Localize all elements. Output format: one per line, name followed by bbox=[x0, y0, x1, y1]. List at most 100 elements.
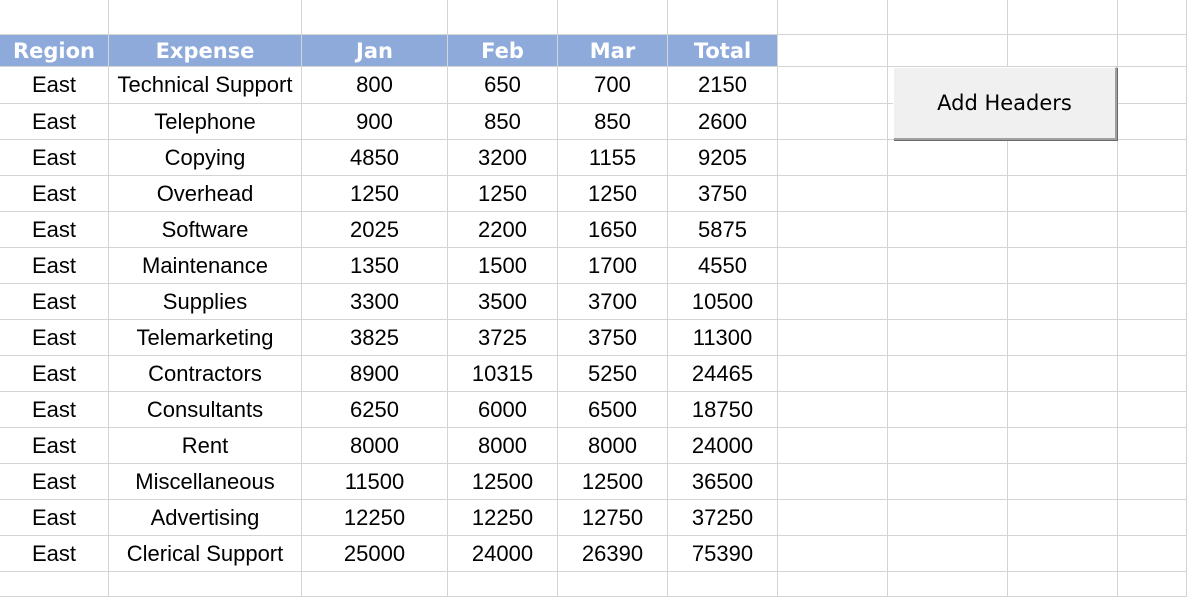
table-cell[interactable]: 8000 bbox=[302, 428, 448, 464]
empty-cell[interactable] bbox=[888, 500, 1008, 536]
table-cell[interactable]: Contractors bbox=[109, 356, 302, 392]
table-cell[interactable]: 10500 bbox=[668, 284, 778, 320]
empty-cell[interactable] bbox=[1008, 140, 1118, 176]
table-cell[interactable]: 1155 bbox=[558, 140, 668, 176]
table-cell[interactable]: Telemarketing bbox=[109, 320, 302, 356]
table-cell[interactable]: 9205 bbox=[668, 140, 778, 176]
empty-cell[interactable] bbox=[778, 428, 888, 464]
table-cell[interactable]: 1250 bbox=[302, 176, 448, 212]
empty-cell[interactable] bbox=[888, 464, 1008, 500]
table-cell[interactable]: 6250 bbox=[302, 392, 448, 428]
empty-cell[interactable] bbox=[558, 0, 668, 35]
empty-cell[interactable] bbox=[448, 572, 558, 597]
empty-cell[interactable] bbox=[0, 572, 109, 597]
empty-cell[interactable] bbox=[1118, 0, 1187, 35]
empty-cell[interactable] bbox=[668, 572, 778, 597]
empty-cell[interactable] bbox=[1118, 500, 1187, 536]
table-cell[interactable]: 8000 bbox=[558, 428, 668, 464]
empty-cell[interactable] bbox=[109, 572, 302, 597]
table-cell[interactable]: Copying bbox=[109, 140, 302, 176]
empty-cell[interactable] bbox=[888, 0, 1008, 35]
empty-cell[interactable] bbox=[0, 0, 109, 35]
table-cell[interactable]: East bbox=[0, 536, 109, 572]
table-cell[interactable]: Consultants bbox=[109, 392, 302, 428]
table-cell[interactable]: 12750 bbox=[558, 500, 668, 536]
table-cell[interactable]: Maintenance bbox=[109, 248, 302, 284]
table-cell[interactable]: 3750 bbox=[558, 320, 668, 356]
empty-cell[interactable] bbox=[302, 0, 448, 35]
table-cell[interactable]: Supplies bbox=[109, 284, 302, 320]
table-cell[interactable]: 11300 bbox=[668, 320, 778, 356]
empty-cell[interactable] bbox=[888, 212, 1008, 248]
empty-cell[interactable] bbox=[1118, 67, 1187, 104]
empty-cell[interactable] bbox=[888, 35, 1008, 67]
empty-cell[interactable] bbox=[888, 176, 1008, 212]
table-cell[interactable]: 3750 bbox=[668, 176, 778, 212]
table-cell[interactable]: East bbox=[0, 284, 109, 320]
table-cell[interactable]: 850 bbox=[448, 104, 558, 140]
table-cell[interactable]: East bbox=[0, 67, 109, 104]
empty-cell[interactable] bbox=[778, 536, 888, 572]
empty-cell[interactable] bbox=[888, 536, 1008, 572]
table-cell[interactable]: 850 bbox=[558, 104, 668, 140]
table-cell[interactable]: 1350 bbox=[302, 248, 448, 284]
add-headers-button[interactable]: Add Headers bbox=[893, 67, 1117, 140]
column-header-cell[interactable]: Total bbox=[668, 35, 778, 67]
empty-cell[interactable] bbox=[778, 320, 888, 356]
empty-cell[interactable] bbox=[1118, 104, 1187, 140]
empty-cell[interactable] bbox=[778, 35, 888, 67]
empty-cell[interactable] bbox=[1118, 464, 1187, 500]
empty-cell[interactable] bbox=[1118, 320, 1187, 356]
table-cell[interactable]: East bbox=[0, 140, 109, 176]
empty-cell[interactable] bbox=[888, 572, 1008, 597]
table-cell[interactable]: 37250 bbox=[668, 500, 778, 536]
empty-cell[interactable] bbox=[778, 500, 888, 536]
table-cell[interactable]: 3725 bbox=[448, 320, 558, 356]
table-cell[interactable]: 24465 bbox=[668, 356, 778, 392]
empty-cell[interactable] bbox=[888, 284, 1008, 320]
empty-cell[interactable] bbox=[1008, 212, 1118, 248]
table-cell[interactable]: 3825 bbox=[302, 320, 448, 356]
table-cell[interactable]: 650 bbox=[448, 67, 558, 104]
table-cell[interactable]: East bbox=[0, 320, 109, 356]
table-cell[interactable]: 3700 bbox=[558, 284, 668, 320]
table-cell[interactable]: Technical Support bbox=[109, 67, 302, 104]
empty-cell[interactable] bbox=[778, 572, 888, 597]
table-cell[interactable]: Overhead bbox=[109, 176, 302, 212]
table-cell[interactable]: East bbox=[0, 176, 109, 212]
empty-cell[interactable] bbox=[778, 356, 888, 392]
table-cell[interactable]: 12500 bbox=[448, 464, 558, 500]
empty-cell[interactable] bbox=[888, 320, 1008, 356]
table-cell[interactable]: 700 bbox=[558, 67, 668, 104]
empty-cell[interactable] bbox=[778, 140, 888, 176]
table-cell[interactable]: 4850 bbox=[302, 140, 448, 176]
empty-cell[interactable] bbox=[888, 428, 1008, 464]
table-cell[interactable]: 3200 bbox=[448, 140, 558, 176]
empty-cell[interactable] bbox=[109, 0, 302, 35]
empty-cell[interactable] bbox=[668, 0, 778, 35]
empty-cell[interactable] bbox=[778, 284, 888, 320]
empty-cell[interactable] bbox=[448, 0, 558, 35]
table-cell[interactable]: 8900 bbox=[302, 356, 448, 392]
empty-cell[interactable] bbox=[558, 572, 668, 597]
empty-cell[interactable] bbox=[778, 104, 888, 140]
empty-cell[interactable] bbox=[1118, 428, 1187, 464]
empty-cell[interactable] bbox=[1008, 500, 1118, 536]
table-cell[interactable]: East bbox=[0, 428, 109, 464]
empty-cell[interactable] bbox=[778, 67, 888, 104]
empty-cell[interactable] bbox=[302, 572, 448, 597]
empty-cell[interactable] bbox=[1118, 176, 1187, 212]
table-cell[interactable]: 8000 bbox=[448, 428, 558, 464]
table-cell[interactable]: 800 bbox=[302, 67, 448, 104]
empty-cell[interactable] bbox=[778, 248, 888, 284]
table-cell[interactable]: 24000 bbox=[448, 536, 558, 572]
table-cell[interactable]: 12500 bbox=[558, 464, 668, 500]
table-cell[interactable]: 24000 bbox=[668, 428, 778, 464]
empty-cell[interactable] bbox=[888, 392, 1008, 428]
table-cell[interactable]: 12250 bbox=[302, 500, 448, 536]
table-cell[interactable]: 1250 bbox=[448, 176, 558, 212]
table-cell[interactable]: Rent bbox=[109, 428, 302, 464]
table-cell[interactable]: 6500 bbox=[558, 392, 668, 428]
empty-cell[interactable] bbox=[1118, 284, 1187, 320]
empty-cell[interactable] bbox=[1118, 356, 1187, 392]
